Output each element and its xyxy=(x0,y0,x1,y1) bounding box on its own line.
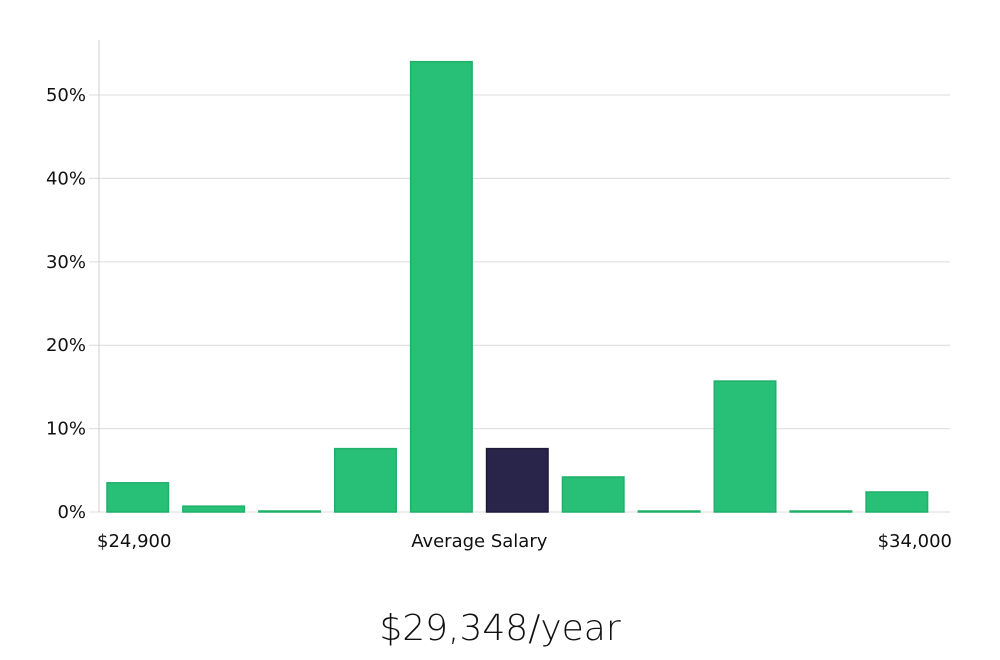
bar-9 xyxy=(789,510,853,513)
x-average-label: Average Salary xyxy=(411,531,548,552)
bar-6 xyxy=(561,476,625,513)
x-min-label: $24,900 xyxy=(97,531,171,552)
y-axis-ticks: 0% 10% 20% 30% 40% 50% xyxy=(46,85,86,523)
bar-average-salary xyxy=(485,447,549,513)
bar-10 xyxy=(865,491,929,513)
bar-2 xyxy=(258,510,322,513)
bar-1 xyxy=(182,505,246,513)
bar-8 xyxy=(713,380,777,513)
y-tick-label-5: 50% xyxy=(46,85,86,106)
y-tick-label-2: 20% xyxy=(46,335,86,356)
y-tick-label-4: 40% xyxy=(46,168,86,189)
bar-4 xyxy=(409,60,473,513)
bar-3 xyxy=(333,447,397,513)
bars xyxy=(106,60,929,513)
average-salary-value: $29,348/year xyxy=(379,608,621,649)
y-tick-label-3: 30% xyxy=(46,252,86,273)
bar-0 xyxy=(106,482,170,513)
y-tick-label-1: 10% xyxy=(46,419,86,440)
bar-7 xyxy=(637,510,701,513)
y-tick-label-0: 0% xyxy=(57,502,86,523)
x-max-label: $34,000 xyxy=(878,531,952,552)
